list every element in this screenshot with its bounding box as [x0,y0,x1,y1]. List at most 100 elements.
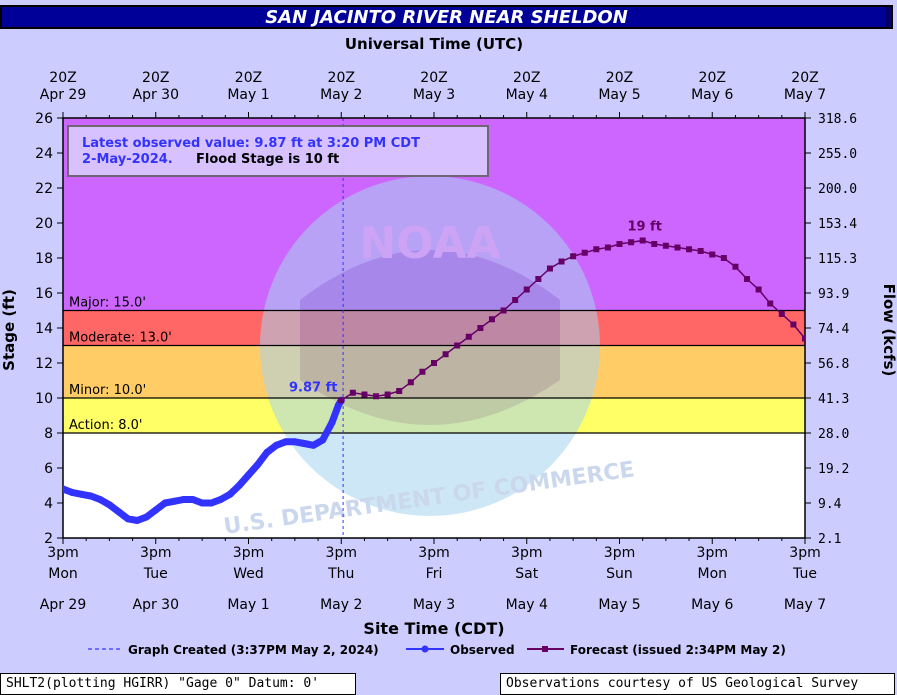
x-tick-day: Sat [515,566,538,582]
y2-axis-title: Flow (kcfs) [880,284,897,377]
observed-point [328,419,336,426]
y2-tick-label: 255.0 [818,147,857,162]
y-tick-label: 18 [35,251,53,267]
observed-point [254,461,262,468]
footer-credit: Observations courtesy of US Geological S… [500,673,895,695]
observed-point [87,492,95,500]
top-tick-time: 20Z [606,70,633,86]
y2-tick-label: 115.3 [818,252,857,267]
info-line1: Latest observed value: 9.87 ft at 3:20 P… [82,136,420,151]
observed-point [133,517,141,524]
observed-point [263,448,271,456]
chart-title: SAN JACINTO RIVER NEAR SHELDON [0,5,893,29]
forecast-point [361,391,368,398]
x-axis-title: Site Time (CDT) [363,619,504,638]
observed-point [282,438,290,446]
y2-tick-label: 74.4 [818,322,849,337]
forecast-point [384,391,391,398]
forecast-point [407,379,414,386]
x-tick-time: 3pm [418,545,449,561]
x-tick-date: May 3 [413,597,455,613]
x-tick-time: 3pm [604,545,635,561]
top-axis-title: Universal Time (UTC) [345,35,523,53]
forecast-point [604,244,611,251]
top-tick-time: 20Z [420,70,447,86]
y-tick-label: 10 [35,391,53,407]
observed-point [189,496,197,503]
forecast-point [732,263,739,270]
info-box: Latest observed value: 9.87 ft at 3:20 P… [67,125,489,177]
annotation-label: 19 ft [627,220,662,235]
threshold-label: Major: 15.0' [69,296,146,311]
forecast-point [546,265,553,272]
x-tick-day: Fri [426,566,443,582]
y-tick-label: 14 [35,321,53,337]
forecast-point [500,307,507,314]
annotation-label: 9.87 ft [289,380,337,395]
x-tick-day: Thu [327,566,354,582]
forecast-point [790,321,797,328]
observed-point [217,496,225,503]
forecast-point [465,333,472,340]
observed-point [245,471,252,479]
x-tick-day: Tue [792,566,817,582]
x-tick-time: 3pm [789,545,820,561]
y2-tick-label: 2.1 [818,532,841,547]
threshold-label: Minor: 10.0' [69,383,146,398]
forecast-point [535,276,542,282]
observed-point [124,515,132,523]
x-tick-date: Apr 29 [40,597,86,613]
top-tick-time: 20Z [513,70,540,86]
observed-point [300,440,308,447]
top-tick-time: 20Z [49,70,76,86]
observed-point [161,499,169,507]
y2-tick-label: 93.9 [818,287,849,302]
x-tick-day: Tue [143,566,168,582]
x-tick-time: 3pm [326,545,357,561]
observed-point [180,496,188,503]
watermark-center-text: NOAA [359,218,500,269]
forecast-point [616,241,623,247]
forecast-point [570,253,577,260]
footer-credit-text: Observations courtesy of US Geological S… [506,676,859,691]
threshold-label: Moderate: 13.0' [69,331,172,346]
top-tick-time: 20Z [699,70,726,86]
observed-point [309,441,317,449]
observed-point [319,436,327,444]
forecast-point [442,351,449,358]
top-tick-date: May 7 [784,87,826,103]
observed-point [207,499,215,507]
forecast-point [349,389,356,396]
top-tick-date: Apr 29 [40,87,86,103]
y2-tick-label: 9.4 [818,497,842,512]
y2-tick-label: 318.6 [818,112,857,127]
series-layer [63,237,805,524]
forecast-point [662,242,669,249]
legend-forecast-label: Forecast (issued 2:34PM May 2) [570,643,786,657]
legend-forecast-marker [542,646,548,652]
x-tick-date: May 4 [506,597,548,613]
x-tick-date: May 7 [784,597,826,613]
x-tick-date: May 5 [598,597,640,613]
top-tick-date: May 4 [506,87,548,103]
x-tick-time: 3pm [697,545,728,561]
info-box-frame [67,125,489,177]
footer-datum: SHLT2(plotting HGIRR) "Gage 0" Datum: 0' [0,673,356,695]
legend-observed-label: Observed [450,643,515,657]
footer-datum-text: SHLT2(plotting HGIRR) "Gage 0" Datum: 0' [6,676,320,691]
x-tick-time: 3pm [511,545,542,561]
y-tick-label: 20 [35,216,53,232]
y2-tick-label: 153.4 [818,217,857,232]
forecast-point [373,393,380,400]
forecast-point [802,335,805,342]
y-tick-label: 16 [35,286,53,302]
threshold-label: Action: 8.0' [69,418,142,433]
forecast-point [686,246,693,253]
info-line2-date: 2-May-2024. [82,152,173,167]
y-tick-label: 24 [35,146,53,162]
observed-point [291,438,299,446]
forecast-point [512,297,519,303]
x-tick-day: Sun [606,566,633,582]
title-bar-tab [885,7,891,27]
x-tick-day: Mon [48,566,78,582]
